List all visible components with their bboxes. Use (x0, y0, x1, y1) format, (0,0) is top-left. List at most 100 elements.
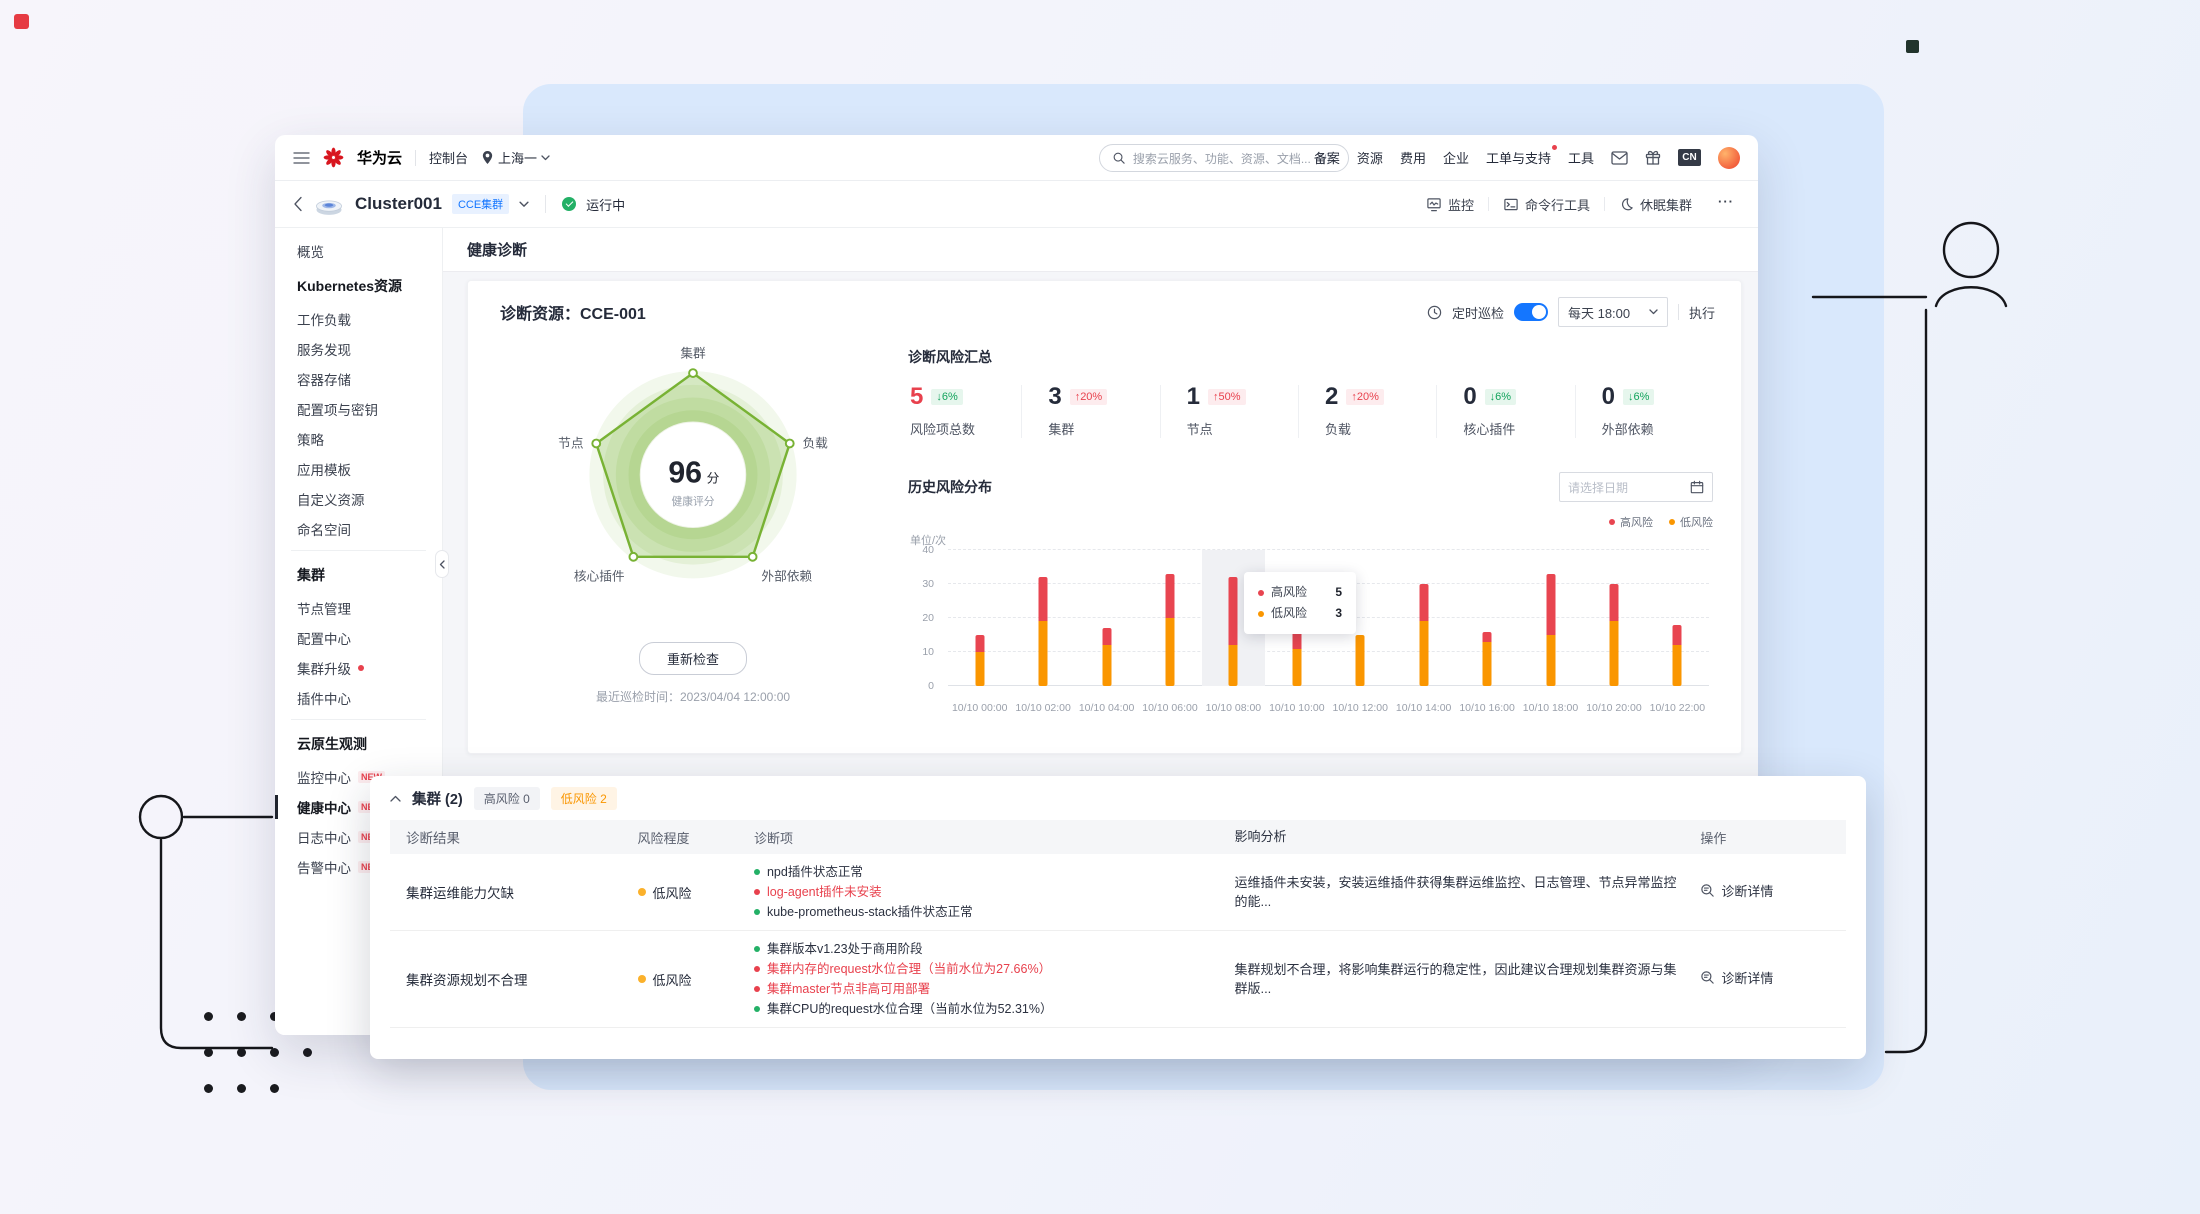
bar-column[interactable] (1075, 550, 1138, 686)
sidebar-item[interactable]: 集群升级 (275, 653, 442, 683)
menu-icon[interactable] (293, 151, 310, 165)
sidebar-item-label: 监控中心 (297, 771, 351, 786)
sidebar-item[interactable]: 自定义资源 (275, 484, 442, 514)
sidebar-item[interactable]: 插件中心 (275, 683, 442, 713)
sidebar-item[interactable]: 配置中心 (275, 623, 442, 653)
monitor-button[interactable]: 监控 (1412, 195, 1488, 214)
bar-column[interactable] (1582, 550, 1645, 686)
avatar[interactable] (1718, 146, 1740, 169)
error-dot (753, 889, 760, 895)
stacked-bar (1546, 573, 1555, 686)
stacked-bar (1482, 631, 1492, 686)
stat-label: 负载 (1324, 422, 1351, 437)
table-column-header: 影响分析 (1234, 829, 1287, 845)
hibernate-cluster-button[interactable]: 休眠集群 (1605, 195, 1706, 214)
console-link[interactable]: 控制台 (429, 151, 469, 166)
stat-value: 5 (910, 383, 924, 410)
nav-link[interactable]: 备案 (1313, 151, 1340, 166)
sidebar-collapse-handle[interactable] (435, 550, 449, 578)
sidebar-item[interactable]: 应用模板 (275, 454, 442, 484)
action-cell: 诊断详情 (1700, 881, 1846, 903)
stat-value: 0 (1601, 383, 1615, 410)
risk-stat: 3 ↑20% 集群 (1021, 385, 1159, 438)
back-button[interactable] (293, 196, 303, 212)
cli-tools-button[interactable]: 命令行工具 (1489, 195, 1604, 214)
sidebar-item[interactable]: 概览 (275, 236, 442, 266)
radar-axis-label: 核心插件 (574, 569, 625, 583)
huawei-logo-icon (323, 147, 344, 168)
nav-link[interactable]: 资源 (1356, 151, 1383, 166)
date-picker-input[interactable]: 请选择日期 (1559, 472, 1713, 502)
more-actions-button[interactable]: ··· (1718, 193, 1734, 209)
high-risk-segment (1165, 573, 1175, 618)
sidebar-item-label: 配置中心 (297, 632, 351, 647)
page-header: 健康诊断 (443, 228, 1758, 272)
stat-trend-badge: ↑20% (1346, 389, 1384, 405)
sidebar-item[interactable]: 配置项与密钥 (275, 394, 442, 424)
diagnosis-resource-title: 诊断资源：CCE-001 (500, 306, 646, 323)
sidebar-item[interactable]: 节点管理 (275, 593, 442, 623)
schedule-toggle[interactable] (1513, 303, 1548, 321)
diagnosis-detail-button[interactable]: 诊断详情 (1700, 881, 1773, 900)
mail-icon[interactable] (1611, 150, 1628, 165)
bar-column[interactable] (1138, 550, 1201, 686)
bar-column[interactable] (1646, 550, 1709, 686)
x-axis-label: 10/10 00:00 (951, 702, 1008, 714)
nav-link[interactable]: 工单与支持 (1486, 145, 1557, 167)
diagnosis-detail-button[interactable]: 诊断详情 (1700, 968, 1773, 987)
recheck-button[interactable]: 重新检查 (638, 642, 747, 675)
run-button[interactable]: 执行 (1688, 305, 1715, 321)
nav-link[interactable]: 费用 (1399, 151, 1426, 166)
low-risk-count-badge[interactable]: 低风险 2 (550, 786, 617, 810)
region-selector[interactable]: 上海一 (481, 148, 550, 167)
bar-column[interactable] (1011, 550, 1074, 686)
monitor-icon (1427, 197, 1441, 211)
sidebar-item[interactable]: 服务发现 (275, 334, 442, 364)
language-switch[interactable]: CN (1678, 149, 1701, 166)
x-axis-label: 10/10 06:00 (1142, 702, 1198, 714)
frequency-select[interactable]: 每天 18:00 (1557, 297, 1668, 327)
sidebar-item[interactable]: 命名空间 (275, 514, 442, 544)
diagnosis-item: 集群版本v1.23处于商用阶段 (753, 939, 1218, 959)
ok-dot (753, 909, 760, 915)
clock-icon (1427, 305, 1442, 319)
gift-icon[interactable] (1645, 150, 1661, 165)
sidebar-item-label: 插件中心 (297, 692, 351, 707)
status-text: 运行中 (586, 197, 626, 213)
bar-column[interactable] (1519, 550, 1582, 686)
x-axis-label: 10/10 16:00 (1459, 702, 1515, 714)
nav-links: 备案 资源 费用 企业 工单与支持 工具 (1313, 145, 1594, 167)
risk-card-header: 集群 (2) 高风险 0 低风险 2 (370, 776, 1866, 820)
sidebar-item-label: 命名空间 (297, 523, 351, 538)
bar-column[interactable] (948, 550, 1011, 686)
stacked-bar (1038, 577, 1048, 686)
decor-dark-square (1906, 40, 1919, 53)
bar-column[interactable] (1455, 550, 1518, 686)
low-risk-segment (975, 652, 985, 686)
radar-axis-label: 外部依赖 (761, 569, 812, 583)
low-risk-segment (1102, 645, 1112, 686)
sidebar-item[interactable]: 策略 (275, 424, 442, 454)
stacked-bar (1672, 624, 1682, 686)
low-risk-segment (1672, 645, 1682, 686)
search-input[interactable]: 搜索云服务、功能、资源、文档...（/） (1099, 144, 1349, 172)
radar-axis-label: 集群 (680, 345, 706, 360)
radar-vertex (747, 551, 758, 562)
sidebar-item[interactable]: 监控中心 NEW (275, 762, 442, 792)
sidebar-item-label: 配置项与密钥 (297, 403, 378, 418)
bar-column[interactable] (1329, 550, 1392, 686)
impact-analysis-cell: 运维插件未安装，安装运维插件获得集群运维监控、日志管理、节点异常监控的能... (1234, 874, 1677, 910)
cluster-switch-chevron-icon[interactable] (519, 201, 529, 208)
bar-column[interactable] (1392, 550, 1455, 686)
high-risk-count-badge[interactable]: 高风险 0 (473, 786, 540, 810)
nav-link[interactable]: 企业 (1442, 151, 1469, 166)
nav-link[interactable]: 工具 (1567, 151, 1594, 166)
table-column-header: 诊断项 (753, 830, 793, 846)
risk-stat: 1 ↑50% 节点 (1159, 385, 1298, 438)
table-column-header: 操作 (1700, 830, 1727, 846)
sidebar-item[interactable]: 容器存储 (275, 364, 442, 394)
collapse-chevron-up-icon[interactable] (390, 795, 401, 802)
sidebar-item[interactable]: 工作负载 (275, 304, 442, 334)
error-dot (753, 986, 760, 992)
diagnosis-result-cell: 集群资源规划不合理 (406, 973, 528, 988)
